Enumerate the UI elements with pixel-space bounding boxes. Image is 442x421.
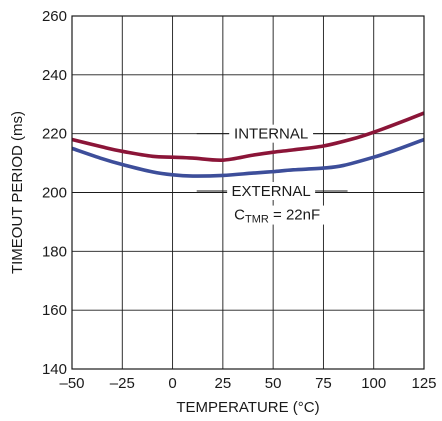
x-axis-title: TEMPERATURE (°C): [176, 399, 319, 416]
ctmr-value: = 22nF: [269, 207, 320, 224]
y-tick-label: 160: [42, 302, 67, 319]
y-tick-label: 140: [42, 361, 67, 378]
y-tick-label: 180: [42, 243, 67, 260]
x-tick-label: 25: [215, 375, 232, 392]
x-tick-label: 75: [315, 375, 332, 392]
ctmr-subscript: TMR: [245, 214, 269, 226]
ctmr-c: C: [234, 207, 245, 224]
y-tick-labels: 140 160 180 200 220 240 260: [42, 8, 67, 378]
x-tick-label: –50: [59, 375, 84, 392]
series-line-internal: [71, 111, 425, 163]
ctmr-capacitor-label: CTMR = 22nF: [234, 207, 320, 226]
external-label-background: [227, 182, 316, 201]
x-tick-label: 100: [361, 375, 386, 392]
series-lines: [71, 111, 425, 178]
ctmr-label-background: [227, 205, 328, 225]
external-series-label: EXTERNAL: [232, 183, 311, 200]
plot-area-frame: [71, 15, 425, 370]
x-tick-label: –25: [110, 375, 135, 392]
x-tick-label: 50: [265, 375, 282, 392]
y-axis-title: TIMEOUT PERIOD (ms): [9, 111, 26, 274]
y-tick-label: 200: [42, 185, 67, 202]
internal-label-group: INTERNAL: [196, 124, 346, 143]
x-tick-label: 125: [411, 375, 436, 392]
y-tick-label: 240: [42, 67, 67, 84]
series-line-external: [71, 137, 425, 178]
internal-series-label: INTERNAL: [234, 126, 308, 143]
y-tick-label: 260: [42, 8, 67, 25]
internal-label-background: [229, 124, 314, 143]
x-tick-label: 0: [168, 375, 176, 392]
x-tick-labels: –50 –25 0 25 50 75 100 125: [59, 375, 436, 392]
y-tick-label: 220: [42, 126, 67, 143]
external-label-group: EXTERNAL: [196, 182, 348, 201]
